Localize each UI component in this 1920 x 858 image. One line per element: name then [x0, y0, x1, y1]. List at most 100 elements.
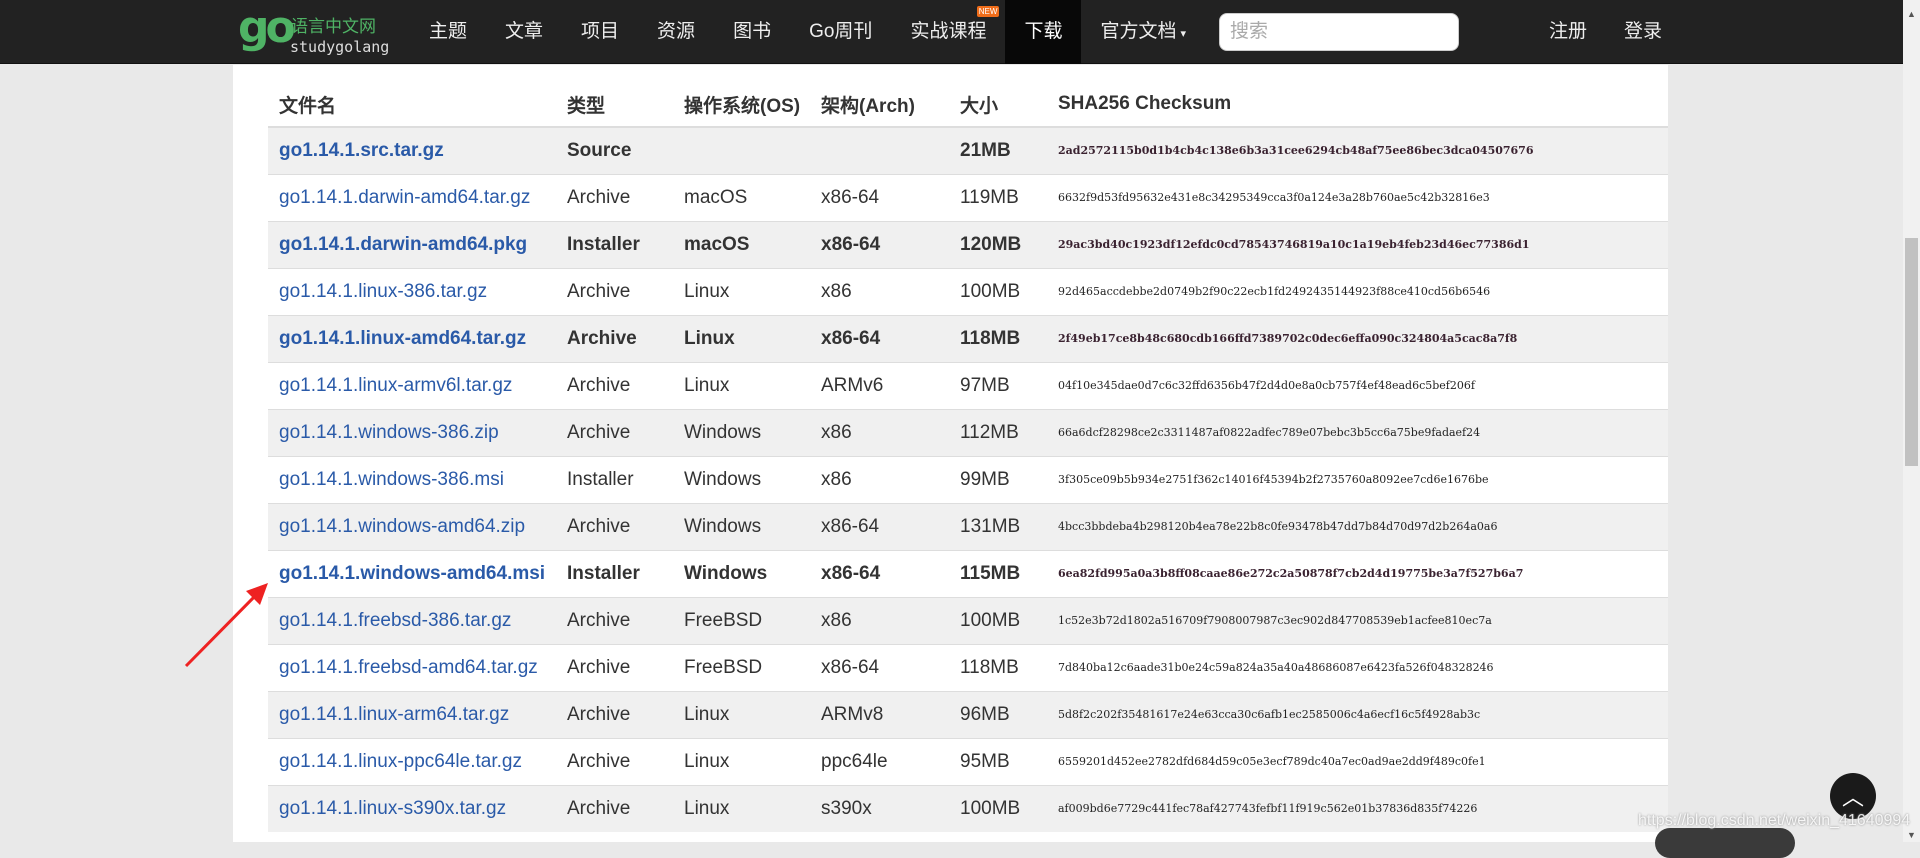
cell-arch: ARMv6 — [810, 361, 949, 409]
cell-name: go1.14.1.linux-amd64.tar.gz — [268, 314, 556, 362]
nav-item-2[interactable]: 项目 — [562, 0, 638, 64]
cell-sha: 6559201d452ee2782dfd684d59c05e3ecf789dc4… — [1047, 737, 1668, 785]
cell-type: Archive — [556, 784, 673, 832]
red-annotation-arrow-icon — [184, 583, 268, 668]
table-row: go1.14.1.windows-amd64.zip Archive Windows… — [268, 502, 1668, 550]
nav-item-5[interactable]: Go周刊 — [790, 0, 891, 64]
column-header: 类型 — [556, 82, 673, 128]
cell-os — [673, 126, 810, 174]
logo-mark: go — [238, 2, 296, 53]
nav-item-label: 项目 — [581, 21, 620, 42]
cell-type: Archive — [556, 173, 673, 221]
download-link[interactable]: go1.14.1.freebsd-386.tar.gz — [279, 609, 512, 631]
cell-sha: 2f49eb17ce8b48c680cdb166ffd7389702c0dec6… — [1047, 314, 1668, 362]
cell-size: 118MB — [949, 314, 1047, 362]
cell-size: 118MB — [949, 643, 1047, 691]
scroll-down-arrow-icon[interactable]: ▼ — [1907, 830, 1916, 840]
cell-type: Archive — [556, 502, 673, 550]
cell-size: 115MB — [949, 549, 1047, 597]
nav-item-6[interactable]: 实战课程 NEW — [891, 0, 1005, 64]
search-input[interactable] — [1219, 13, 1459, 51]
download-link[interactable]: go1.14.1.darwin-amd64.pkg — [279, 233, 528, 255]
cell-sha: 04f10e345dae0d7c6c32ffd6356b47f2d4d0e8a0… — [1047, 361, 1668, 409]
logo-chinese-name: 语言中文网 — [291, 17, 376, 36]
download-link[interactable]: go1.14.1.linux-amd64.tar.gz — [279, 327, 527, 349]
cell-os: Linux — [673, 314, 810, 362]
cell-arch: x86-64 — [810, 220, 949, 268]
download-link[interactable]: go1.14.1.windows-amd64.msi — [279, 562, 546, 584]
cell-sha: 3f305ce09b5b934e2751f362c14016f45394b2f2… — [1047, 455, 1668, 503]
cell-type: Archive — [556, 737, 673, 785]
main-menu: 主题 文章 项目 资源 图书 Go周刊 实战课程 NEW 下载 官方文档 ▾ — [410, 0, 1205, 64]
login-link[interactable]: 登录 — [1624, 21, 1663, 42]
download-link[interactable]: go1.14.1.windows-386.zip — [279, 421, 499, 443]
download-link[interactable]: go1.14.1.linux-armv6l.tar.gz — [279, 374, 513, 396]
page-scrollbar[interactable]: ▲ ▼ — [1903, 0, 1920, 842]
table-row: go1.14.1.darwin-amd64.tar.gz Archive macOS… — [268, 173, 1668, 221]
nav-item-8[interactable]: 官方文档 ▾ — [1081, 0, 1205, 64]
cell-arch: s390x — [810, 784, 949, 832]
cell-size: 112MB — [949, 408, 1047, 456]
top-navbar: go 语言中文网 studygolang 主题 文章 项目 资源 图书 Go周刊 实战课程 N… — [0, 0, 1903, 64]
cell-sha: 2ad2572115b0d1b4cb4c138e6b3a31cee6294cb4… — [1047, 126, 1668, 174]
cell-size: 21MB — [949, 126, 1047, 174]
cell-name: go1.14.1.linux-arm64.tar.gz — [268, 690, 556, 738]
download-link[interactable]: go1.14.1.darwin-amd64.tar.gz — [279, 186, 531, 208]
table-row: go1.14.1.linux-amd64.tar.gz Archive Linux x… — [268, 314, 1668, 362]
table-row: go1.14.1.freebsd-386.tar.gz Archive FreeBS… — [268, 596, 1668, 644]
cell-os: Linux — [673, 267, 810, 315]
floating-widget[interactable] — [1655, 828, 1795, 858]
download-panel: 文件名 类型 操作系统(OS) 架构(Arch) 大小 SHA256 Checksum g… — [233, 65, 1668, 842]
table-row: go1.14.1.darwin-amd64.pkg Installer macOS x… — [268, 220, 1668, 268]
cell-arch: x86-64 — [810, 314, 949, 362]
cell-name: go1.14.1.windows-amd64.zip — [268, 502, 556, 550]
chevron-up-icon: ︿ — [1841, 785, 1864, 810]
nav-item-7[interactable]: 下载 — [1005, 0, 1082, 64]
cell-name: go1.14.1.windows-386.msi — [268, 455, 556, 503]
cell-type: Archive — [556, 267, 673, 315]
nav-item-1[interactable]: 文章 — [486, 0, 562, 64]
scrollbar-thumb[interactable] — [1905, 238, 1918, 466]
cell-size: 95MB — [949, 737, 1047, 785]
site-logo[interactable]: go 语言中文网 studygolang — [238, 2, 389, 58]
scroll-up-arrow-icon[interactable]: ▲ — [1907, 9, 1916, 19]
nav-item-4[interactable]: 图书 — [714, 0, 790, 64]
nav-item-label: 官方文档 — [1100, 21, 1177, 42]
cell-arch: x86-64 — [810, 173, 949, 221]
cell-type: Archive — [556, 690, 673, 738]
download-link[interactable]: go1.14.1.linux-arm64.tar.gz — [279, 703, 510, 725]
register-link[interactable]: 注册 — [1549, 21, 1588, 42]
cell-arch: x86 — [810, 455, 949, 503]
cell-os: Linux — [673, 361, 810, 409]
nav-item-0[interactable]: 主题 — [410, 0, 486, 64]
cell-name: go1.14.1.darwin-amd64.pkg — [268, 220, 556, 268]
download-link[interactable]: go1.14.1.linux-s390x.tar.gz — [279, 797, 507, 819]
cell-size: 131MB — [949, 502, 1047, 550]
nav-item-label: 实战课程 — [910, 21, 987, 42]
download-link[interactable]: go1.14.1.freebsd-amd64.tar.gz — [279, 656, 538, 678]
table-row: go1.14.1.windows-amd64.msi Installer Windo… — [268, 549, 1668, 597]
cell-arch: x86 — [810, 596, 949, 644]
download-link[interactable]: go1.14.1.linux-ppc64le.tar.gz — [279, 750, 522, 772]
back-to-top-button[interactable]: ︿ — [1830, 773, 1876, 819]
nav-item-3[interactable]: 资源 — [638, 0, 714, 64]
download-link[interactable]: go1.14.1.linux-386.tar.gz — [279, 280, 488, 302]
watermark: https://blog.csdn.net/weixin_41640994 — [1638, 812, 1911, 829]
nav-item-label: 图书 — [733, 21, 772, 42]
table-row: go1.14.1.linux-386.tar.gz Archive Linux x86… — [268, 267, 1668, 315]
cell-sha: 5d8f2c202f35481617e24e63cca30c6afb1ec258… — [1047, 690, 1668, 738]
cell-sha: 4bcc3bbdeba4b298120b4ea78e22b8c0fe93478b… — [1047, 502, 1668, 550]
cell-arch: x86-64 — [810, 502, 949, 550]
table-row: go1.14.1.windows-386.zip Archive Windows x8… — [268, 408, 1668, 456]
cell-size: 97MB — [949, 361, 1047, 409]
cell-name: go1.14.1.freebsd-amd64.tar.gz — [268, 643, 556, 691]
download-link[interactable]: go1.14.1.windows-386.msi — [279, 468, 504, 490]
column-header: SHA256 Checksum — [1047, 82, 1668, 128]
download-link[interactable]: go1.14.1.windows-amd64.zip — [279, 515, 526, 537]
cell-sha: 92d465accdebbe2d0749b2f90c22ecb1fd249243… — [1047, 267, 1668, 315]
download-link[interactable]: go1.14.1.src.tar.gz — [279, 139, 444, 161]
cell-type: Installer — [556, 455, 673, 503]
nav-item-label: 下载 — [1024, 21, 1063, 42]
nav-item-label: 主题 — [429, 21, 468, 42]
cell-sha: af009bd6e7729c441fec78af427743fefbf11f91… — [1047, 784, 1668, 832]
